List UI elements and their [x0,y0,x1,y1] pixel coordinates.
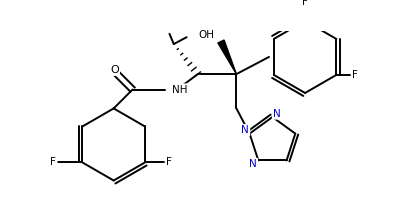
Text: N: N [241,125,249,135]
Text: N: N [249,159,257,169]
Text: F: F [50,158,56,167]
Text: O: O [110,65,119,75]
Text: F: F [166,158,172,167]
Polygon shape [218,40,237,74]
Text: N: N [273,109,281,119]
Text: F: F [352,70,358,80]
Text: OH: OH [198,30,214,40]
Text: F: F [302,0,308,7]
Text: NH: NH [172,84,187,95]
